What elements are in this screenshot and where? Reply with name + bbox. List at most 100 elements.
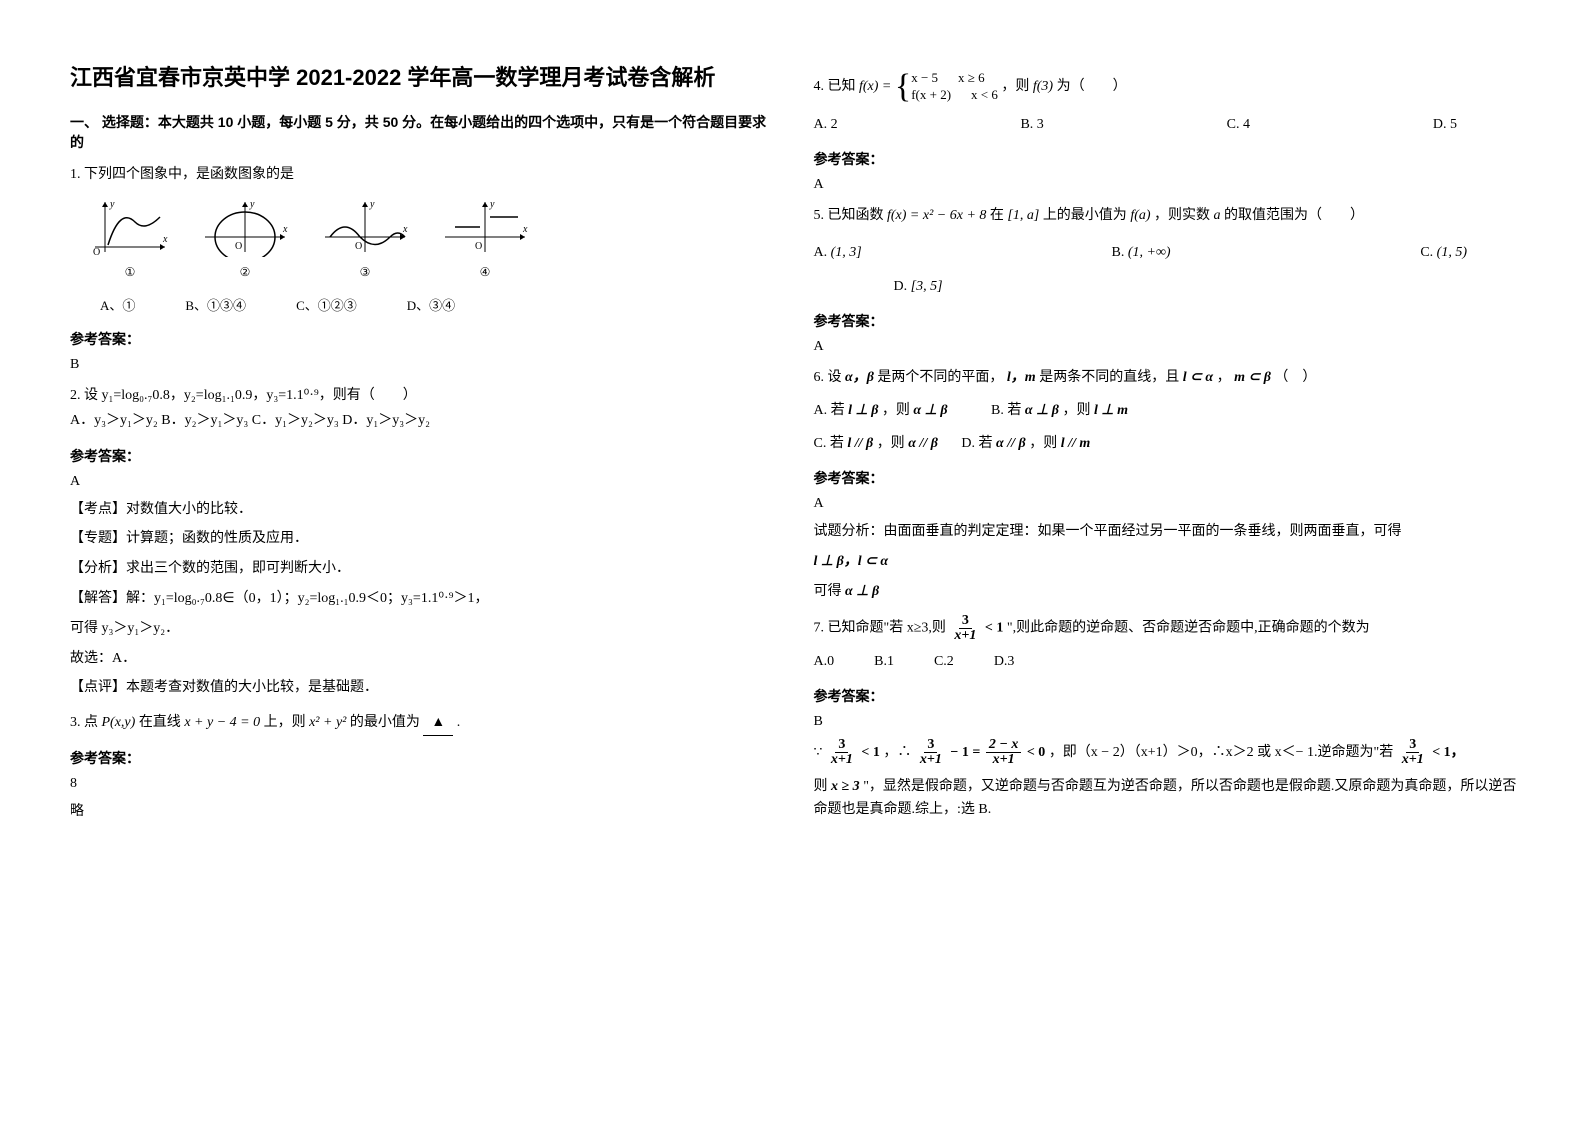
q2-options: A．y₃＞y₁＞y₂ B．y₂＞y₁＞y₃ C．y₁＞y₂＞y₃ D．y₁＞y₃… (70, 408, 774, 433)
q3-suffix: . (457, 715, 461, 730)
q7a-minus1: − 1 = (950, 745, 980, 760)
svg-text:y: y (109, 199, 115, 210)
q2-analysis-5: 可得 y₃＞y₁＞y₂． (70, 617, 774, 641)
q4-mid: ，则 (1001, 79, 1029, 94)
q3-prefix: 3. 点 (70, 715, 98, 730)
q5-prefix: 5. 已知函数 (814, 208, 884, 223)
q2-answer: A (70, 474, 774, 490)
q4-piecewise: { x − 5 x ≥ 6 f(x + 2) x < 6 (895, 70, 998, 104)
answer-label-2: 参考答案： (70, 446, 774, 466)
q6-answer: A (814, 496, 1518, 512)
answer-label-1: 参考答案： (70, 329, 774, 349)
q5-answer: A (814, 339, 1518, 355)
question-2: 2. 设 y₁=log₀.₇0.8，y₂=log₁.₁0.9，y₃=1.1⁰·⁹… (70, 383, 774, 433)
q7-options: A.0 B.1 C.2 D.3 (814, 649, 1518, 674)
q5-lc: C. (1420, 245, 1433, 260)
q1-opt-b: B、①③④ (185, 294, 246, 317)
q4-opt-c: C. 4 (1227, 112, 1250, 137)
q3-mid1: 在直线 (139, 715, 181, 730)
q4-prefix: 4. 已知 (814, 79, 856, 94)
q4-p2b: x < 6 (971, 87, 998, 104)
graph-2-label: ② (240, 262, 251, 284)
q6-mid2: 是两条不同的直线，且 (1039, 370, 1179, 385)
answer-label-5: 参考答案： (814, 311, 1518, 331)
q7-lt1: < 1 (985, 620, 1003, 635)
question-5: 5. 已知函数 f(x) = x² − 6x + 8 在 [1, a] 上的最小… (814, 203, 1518, 299)
graph-4-label: ④ (480, 262, 491, 284)
section-header: 一、 选择题：本大题共 10 小题，每小题 5 分，共 50 分。在每小题给出的… (70, 112, 774, 152)
q1-text: 1. 下列四个图象中，是函数图象的是 (70, 162, 774, 187)
q6-optA-cond: l ⊥ β (848, 403, 878, 418)
q6-comma: ， (1217, 370, 1231, 385)
question-4: 4. 已知 f(x) = { x − 5 x ≥ 6 f(x + 2) x < … (814, 70, 1518, 137)
graph-1: O x y ① (90, 197, 170, 284)
q3-note: 略 (70, 800, 774, 820)
q4-p1b: x ≥ 6 (958, 70, 985, 87)
q6-optA-pre: A. 若 (814, 403, 845, 418)
q3-expr: x² + y² (309, 715, 346, 730)
q3-pxy: P(x,y) (102, 715, 136, 730)
q7-opt-d: D.3 (994, 649, 1015, 674)
q3-answer: 8 (70, 776, 774, 792)
graph-3: O x y ③ (320, 197, 410, 284)
q7-opt-c: C.2 (934, 649, 954, 674)
q6-lm: l，m (1007, 370, 1036, 385)
q5-opt-c: (1, 5) (1437, 245, 1467, 260)
q5-a: a (1214, 208, 1221, 223)
q4-answer: A (814, 177, 1518, 193)
q6-optB-mid: ，则 (1062, 403, 1090, 418)
q4-f3: f(3) (1033, 79, 1053, 94)
q6-optC-mid: ，则 (877, 436, 905, 451)
graph-4: O x y ④ (440, 197, 530, 284)
q3-blank: ▲ (423, 710, 453, 736)
svg-text:y: y (489, 199, 495, 210)
q6-analysis-2: l ⊥ β，l ⊂ α (814, 550, 1518, 574)
q6-optA-mid: ，则 (882, 403, 910, 418)
q5-interval: [1, a] (1007, 208, 1039, 223)
svg-text:x: x (522, 224, 528, 235)
q6-prefix: 6. 设 (814, 370, 842, 385)
q5-options-row2: D. [3, 5] (894, 274, 1518, 299)
q7-analysis-line2: 则 x ≥ 3 "，显然是假命题，又逆命题与否命题互为逆否命题，所以否命题也是假… (814, 775, 1518, 823)
q4-options: A. 2 B. 3 C. 4 D. 5 (814, 112, 1518, 137)
q7a-frac4-num: 3 (1406, 738, 1419, 753)
q5-lb: B. (1111, 245, 1124, 260)
q5-mid2: 上的最小值为 (1043, 208, 1127, 223)
q7a-frac3-num: 2 − x (986, 738, 1021, 753)
q6-optD-res: l // m (1061, 436, 1091, 451)
q7a-frac4: 3 x+1 (1399, 738, 1427, 767)
svg-text:x: x (402, 224, 408, 235)
q7a-frac4-den: x+1 (1399, 753, 1427, 767)
q1-graphs: O x y ① O x y ② (70, 197, 774, 284)
answer-label-4: 参考答案： (814, 149, 1518, 169)
graph-3-label: ③ (360, 262, 371, 284)
q2-analysis-3: 【分析】求出三个数的范围，即可判断大小． (70, 557, 774, 581)
q7a-lt1a: < 1 (861, 745, 879, 760)
q7a-p1-tail: ，即（x − 2）（x+1）＞0，∴x＞2 或 x＜− 1.逆命题为"若 (1049, 745, 1393, 760)
question-1: 1. 下列四个图象中，是函数图象的是 O x y ① (70, 162, 774, 317)
q4-opt-a: A. 2 (814, 112, 838, 137)
q7a-p2-rest: "，显然是假命题，又逆命题与否命题互为逆否命题，所以否命题也是假命题.又原命题为… (814, 779, 1517, 818)
graph-1-label: ① (125, 262, 136, 284)
q2-analysis-7: 【点评】本题考查对数值的大小比较，是基础题． (70, 676, 774, 700)
q3-mid3: 的最小值为 (350, 715, 420, 730)
q7a-frac2-den: x+1 (917, 753, 945, 767)
answer-label-7: 参考答案： (814, 686, 1518, 706)
q6-mb: m ⊂ β (1234, 370, 1271, 385)
q7a-frac2-num: 3 (924, 738, 937, 753)
q7a-frac1-den: x+1 (828, 753, 856, 767)
q2-text: 2. 设 y₁=log₀.₇0.8，y₂=log₁.₁0.9，y₃=1.1⁰·⁹… (70, 383, 774, 408)
q4-p2a: f(x + 2) (911, 87, 951, 104)
q7a-frac3-den: x+1 (990, 753, 1018, 767)
q6-optD-pre: D. 若 (961, 436, 992, 451)
q4-suffix: 为（ ） (1057, 79, 1127, 94)
q5-la: A. (814, 245, 828, 260)
q5-mid1: 在 (990, 208, 1004, 223)
q2-analysis-4: 【解答】解：y₁=log₀.₇0.8∈（0，1）；y₂=log₁.₁0.9＜0；… (70, 587, 774, 611)
q2-analysis-6: 故选：A． (70, 647, 774, 671)
q7a-p2-pre: 则 (814, 779, 828, 794)
q5-fa: f(a) (1130, 208, 1150, 223)
q5-fx: f(x) = x² − 6x + 8 (887, 208, 986, 223)
q3-line: x + y − 4 = 0 (184, 715, 260, 730)
q7a-frac3: 2 − x x+1 (986, 738, 1021, 767)
